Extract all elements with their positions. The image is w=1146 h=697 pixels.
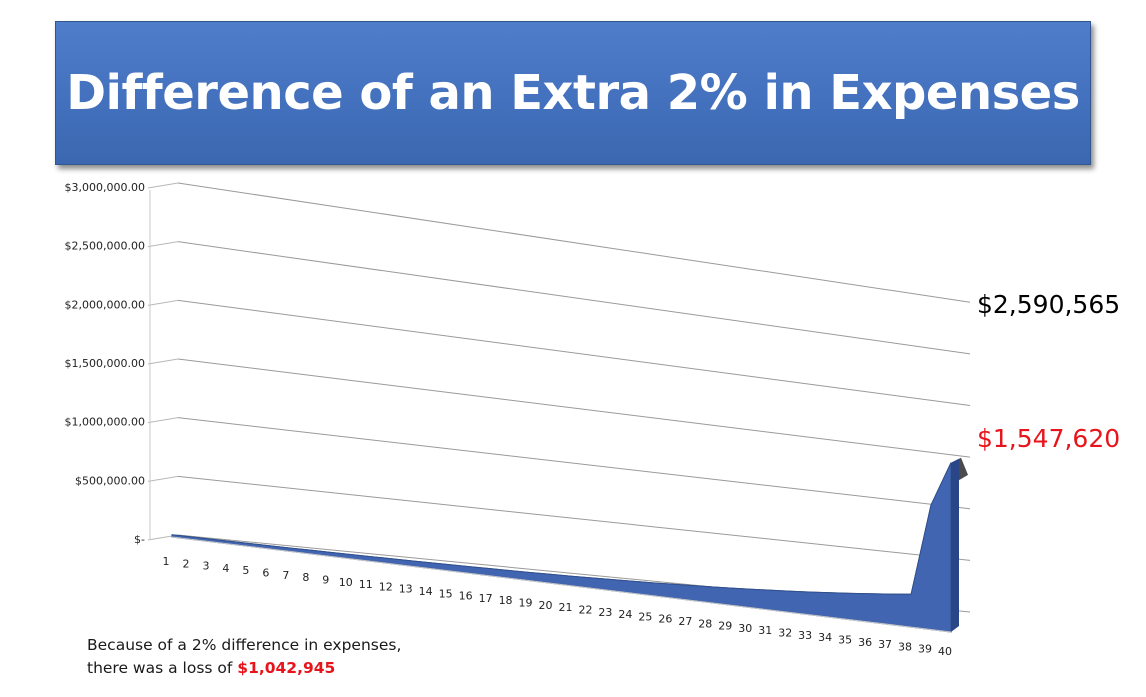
final-value-label-top: $2,590,565 bbox=[977, 290, 1121, 319]
chart-title: Difference of an Extra 2% in Expenses bbox=[66, 65, 1080, 121]
loss-caption: Because of a 2% difference in expenses, … bbox=[87, 634, 401, 680]
caption-line-1: Because of a 2% difference in expenses, bbox=[87, 636, 402, 654]
loss-amount: $1,042,945 bbox=[237, 659, 336, 677]
gridline-depth bbox=[147, 358, 179, 365]
x-tick-label: 4 bbox=[222, 562, 229, 575]
final-value-label-bottom: $1,547,620 bbox=[977, 424, 1121, 453]
y-tick-label: $1,000,000.00 bbox=[65, 416, 145, 429]
gridline-depth bbox=[147, 182, 179, 189]
x-tick-label: 24 bbox=[618, 608, 632, 621]
y-tick-label: $1,500,000.00 bbox=[65, 357, 145, 370]
x-tick-label: 8 bbox=[302, 571, 309, 584]
x-axis-line bbox=[171, 536, 952, 633]
x-tick-label: 33 bbox=[798, 629, 812, 642]
x-tick-label: 5 bbox=[242, 564, 249, 577]
x-tick-label: 40 bbox=[938, 645, 952, 658]
gridline bbox=[177, 299, 971, 406]
caption-line-2: there was a loss of $1,042,945 bbox=[87, 657, 401, 680]
x-tick-label: 15 bbox=[439, 587, 453, 600]
gridline-depth bbox=[147, 475, 179, 482]
x-tick-label: 27 bbox=[678, 615, 692, 628]
x-tick-label: 7 bbox=[282, 569, 289, 582]
gridline bbox=[177, 417, 971, 510]
series-blue-cap bbox=[951, 458, 959, 632]
gridline-depth bbox=[147, 241, 179, 248]
x-tick-label: 13 bbox=[399, 583, 413, 596]
gridline-depth bbox=[147, 417, 179, 424]
x-tick-label: 31 bbox=[758, 624, 772, 637]
caption-prefix: there was a loss of bbox=[87, 659, 238, 677]
gridline bbox=[177, 182, 971, 303]
gridline bbox=[177, 241, 971, 355]
x-tick-label: 10 bbox=[339, 576, 353, 589]
y-tick-label: $- bbox=[134, 533, 145, 546]
x-tick-label: 25 bbox=[638, 610, 652, 623]
x-tick-label: 38 bbox=[898, 640, 912, 653]
x-tick-label: 14 bbox=[419, 585, 433, 598]
x-tick-label: 21 bbox=[558, 601, 572, 614]
x-tick-label: 30 bbox=[738, 622, 752, 635]
y-tick-label: $3,000,000.00 bbox=[65, 181, 145, 194]
x-tick-label: 26 bbox=[658, 613, 672, 626]
title-banner: Difference of an Extra 2% in Expenses bbox=[55, 21, 1091, 165]
x-tick-label: 36 bbox=[858, 636, 872, 649]
x-tick-label: 16 bbox=[459, 590, 473, 603]
y-tick-label: $2,000,000.00 bbox=[65, 298, 145, 311]
gridline bbox=[177, 358, 971, 458]
x-tick-label: 37 bbox=[878, 638, 892, 651]
x-tick-label: 39 bbox=[918, 643, 932, 656]
y-tick-label: $500,000.00 bbox=[75, 474, 145, 487]
x-tick-label: 19 bbox=[519, 597, 533, 610]
x-tick-label: 22 bbox=[578, 603, 592, 616]
gridline-depth bbox=[147, 299, 179, 306]
x-tick-label: 32 bbox=[778, 627, 792, 640]
x-tick-label: 12 bbox=[379, 580, 393, 593]
x-tick-label: 20 bbox=[539, 599, 553, 612]
y-tick-label: $2,500,000.00 bbox=[65, 240, 145, 253]
back-wall bbox=[175, 185, 970, 612]
gridline bbox=[177, 475, 971, 561]
x-tick-label: 35 bbox=[838, 633, 852, 646]
x-tick-label: 34 bbox=[818, 631, 832, 644]
x-tick-label: 18 bbox=[499, 594, 513, 607]
x-tick-label: 23 bbox=[598, 606, 612, 619]
x-tick-label: 3 bbox=[202, 560, 209, 573]
x-tick-label: 28 bbox=[698, 617, 712, 630]
x-tick-label: 1 bbox=[163, 555, 170, 568]
x-tick-label: 29 bbox=[718, 620, 732, 633]
series-blue-area bbox=[171, 462, 952, 633]
x-tick-label: 11 bbox=[359, 578, 373, 591]
x-tick-label: 9 bbox=[322, 573, 329, 586]
x-tick-label: 17 bbox=[479, 592, 493, 605]
x-tick-label: 6 bbox=[262, 567, 269, 580]
x-tick-label: 2 bbox=[182, 557, 189, 570]
